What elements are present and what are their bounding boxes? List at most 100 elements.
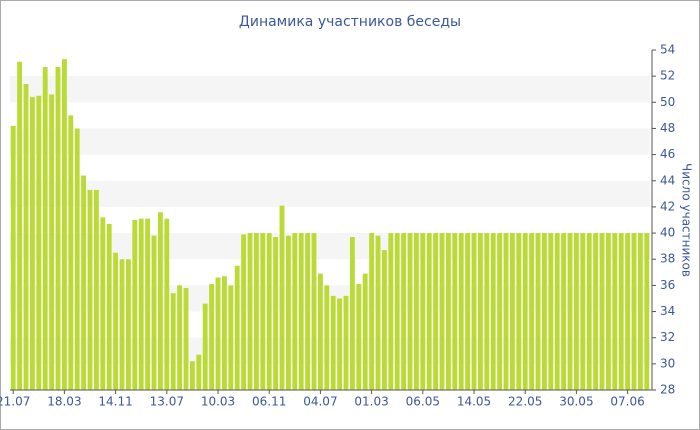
bar — [177, 285, 183, 390]
bar — [49, 94, 55, 390]
x-tick-label: 07.06 — [610, 395, 644, 409]
x-tick-label: 06.05 — [406, 395, 440, 409]
y-axis-label: Число участников — [680, 163, 694, 277]
y-tick-label: 34 — [660, 304, 675, 318]
bar — [522, 233, 528, 390]
bar — [561, 233, 567, 390]
x-tick-label: 10.03 — [201, 395, 235, 409]
bar — [119, 259, 125, 390]
y-tick-label: 36 — [660, 278, 675, 292]
bar — [605, 233, 611, 390]
bar — [362, 273, 368, 390]
y-tick-label: 28 — [660, 383, 675, 397]
bar — [68, 115, 74, 390]
y-tick-label: 42 — [660, 199, 675, 213]
bar — [529, 233, 535, 390]
bar — [497, 233, 503, 390]
bar — [151, 235, 157, 390]
bar — [17, 61, 23, 391]
bar — [170, 293, 176, 390]
bar — [55, 67, 61, 390]
bar — [279, 205, 285, 390]
bar — [266, 233, 272, 390]
grid-band — [10, 180, 650, 207]
bar — [196, 354, 202, 390]
bar — [625, 233, 631, 390]
y-tick-label: 30 — [660, 356, 675, 370]
bar — [554, 233, 560, 390]
bar — [573, 233, 579, 390]
bar — [125, 259, 131, 390]
bar — [458, 233, 464, 390]
bar — [132, 220, 138, 390]
bar — [260, 233, 266, 390]
bar — [241, 234, 247, 390]
bar — [10, 125, 16, 390]
bar — [253, 233, 259, 390]
bar — [401, 233, 407, 390]
bar — [509, 233, 515, 390]
bar — [586, 233, 592, 390]
bar — [189, 361, 195, 390]
bar — [407, 233, 413, 390]
bar — [330, 295, 336, 390]
x-tick-label: 06.11 — [252, 395, 286, 409]
bar — [221, 276, 227, 390]
bar — [343, 295, 349, 390]
bar — [215, 277, 221, 390]
bar — [100, 217, 106, 390]
bar — [631, 233, 637, 390]
bar — [23, 84, 29, 390]
bar — [420, 233, 426, 390]
bar — [273, 237, 279, 390]
bar — [81, 175, 87, 390]
y-tick-label: 52 — [660, 69, 675, 83]
bar — [426, 233, 432, 390]
bar — [209, 284, 215, 390]
bar — [145, 218, 151, 390]
y-tick-label: 38 — [660, 252, 675, 266]
bar — [369, 233, 375, 390]
bar — [42, 67, 48, 390]
bar — [503, 233, 509, 390]
x-tick-label: 21.07 — [0, 395, 30, 409]
bar — [452, 233, 458, 390]
bar — [157, 212, 163, 390]
bar — [74, 128, 80, 390]
bar — [465, 233, 471, 390]
y-tick-label: 48 — [660, 121, 675, 135]
bar — [285, 235, 291, 390]
x-tick-label: 13.07 — [150, 395, 184, 409]
bar — [516, 233, 522, 390]
bar — [445, 233, 451, 390]
bar — [311, 233, 317, 390]
y-tick-label: 40 — [660, 226, 675, 240]
bar — [87, 189, 93, 390]
bar — [388, 233, 394, 390]
y-tick-label: 54 — [660, 43, 675, 57]
bar — [36, 95, 42, 391]
y-tick-label: 46 — [660, 147, 675, 161]
grid-band — [10, 76, 650, 103]
bar — [234, 265, 240, 390]
bar — [490, 233, 496, 390]
x-tick-label: 30.05 — [559, 395, 593, 409]
grid-band — [10, 285, 650, 312]
bar — [183, 288, 189, 390]
y-tick-label: 44 — [660, 173, 675, 187]
bar — [93, 189, 99, 390]
bar — [317, 273, 323, 390]
bar — [375, 235, 381, 390]
bar — [548, 233, 554, 390]
bar — [541, 233, 547, 390]
bar — [164, 218, 170, 390]
bar — [394, 233, 400, 390]
x-tick-label: 01.03 — [354, 395, 388, 409]
bar — [298, 233, 304, 390]
x-tick-label: 22.05 — [508, 395, 542, 409]
bar — [477, 233, 483, 390]
y-tick-label: 32 — [660, 330, 675, 344]
bar — [228, 285, 234, 390]
